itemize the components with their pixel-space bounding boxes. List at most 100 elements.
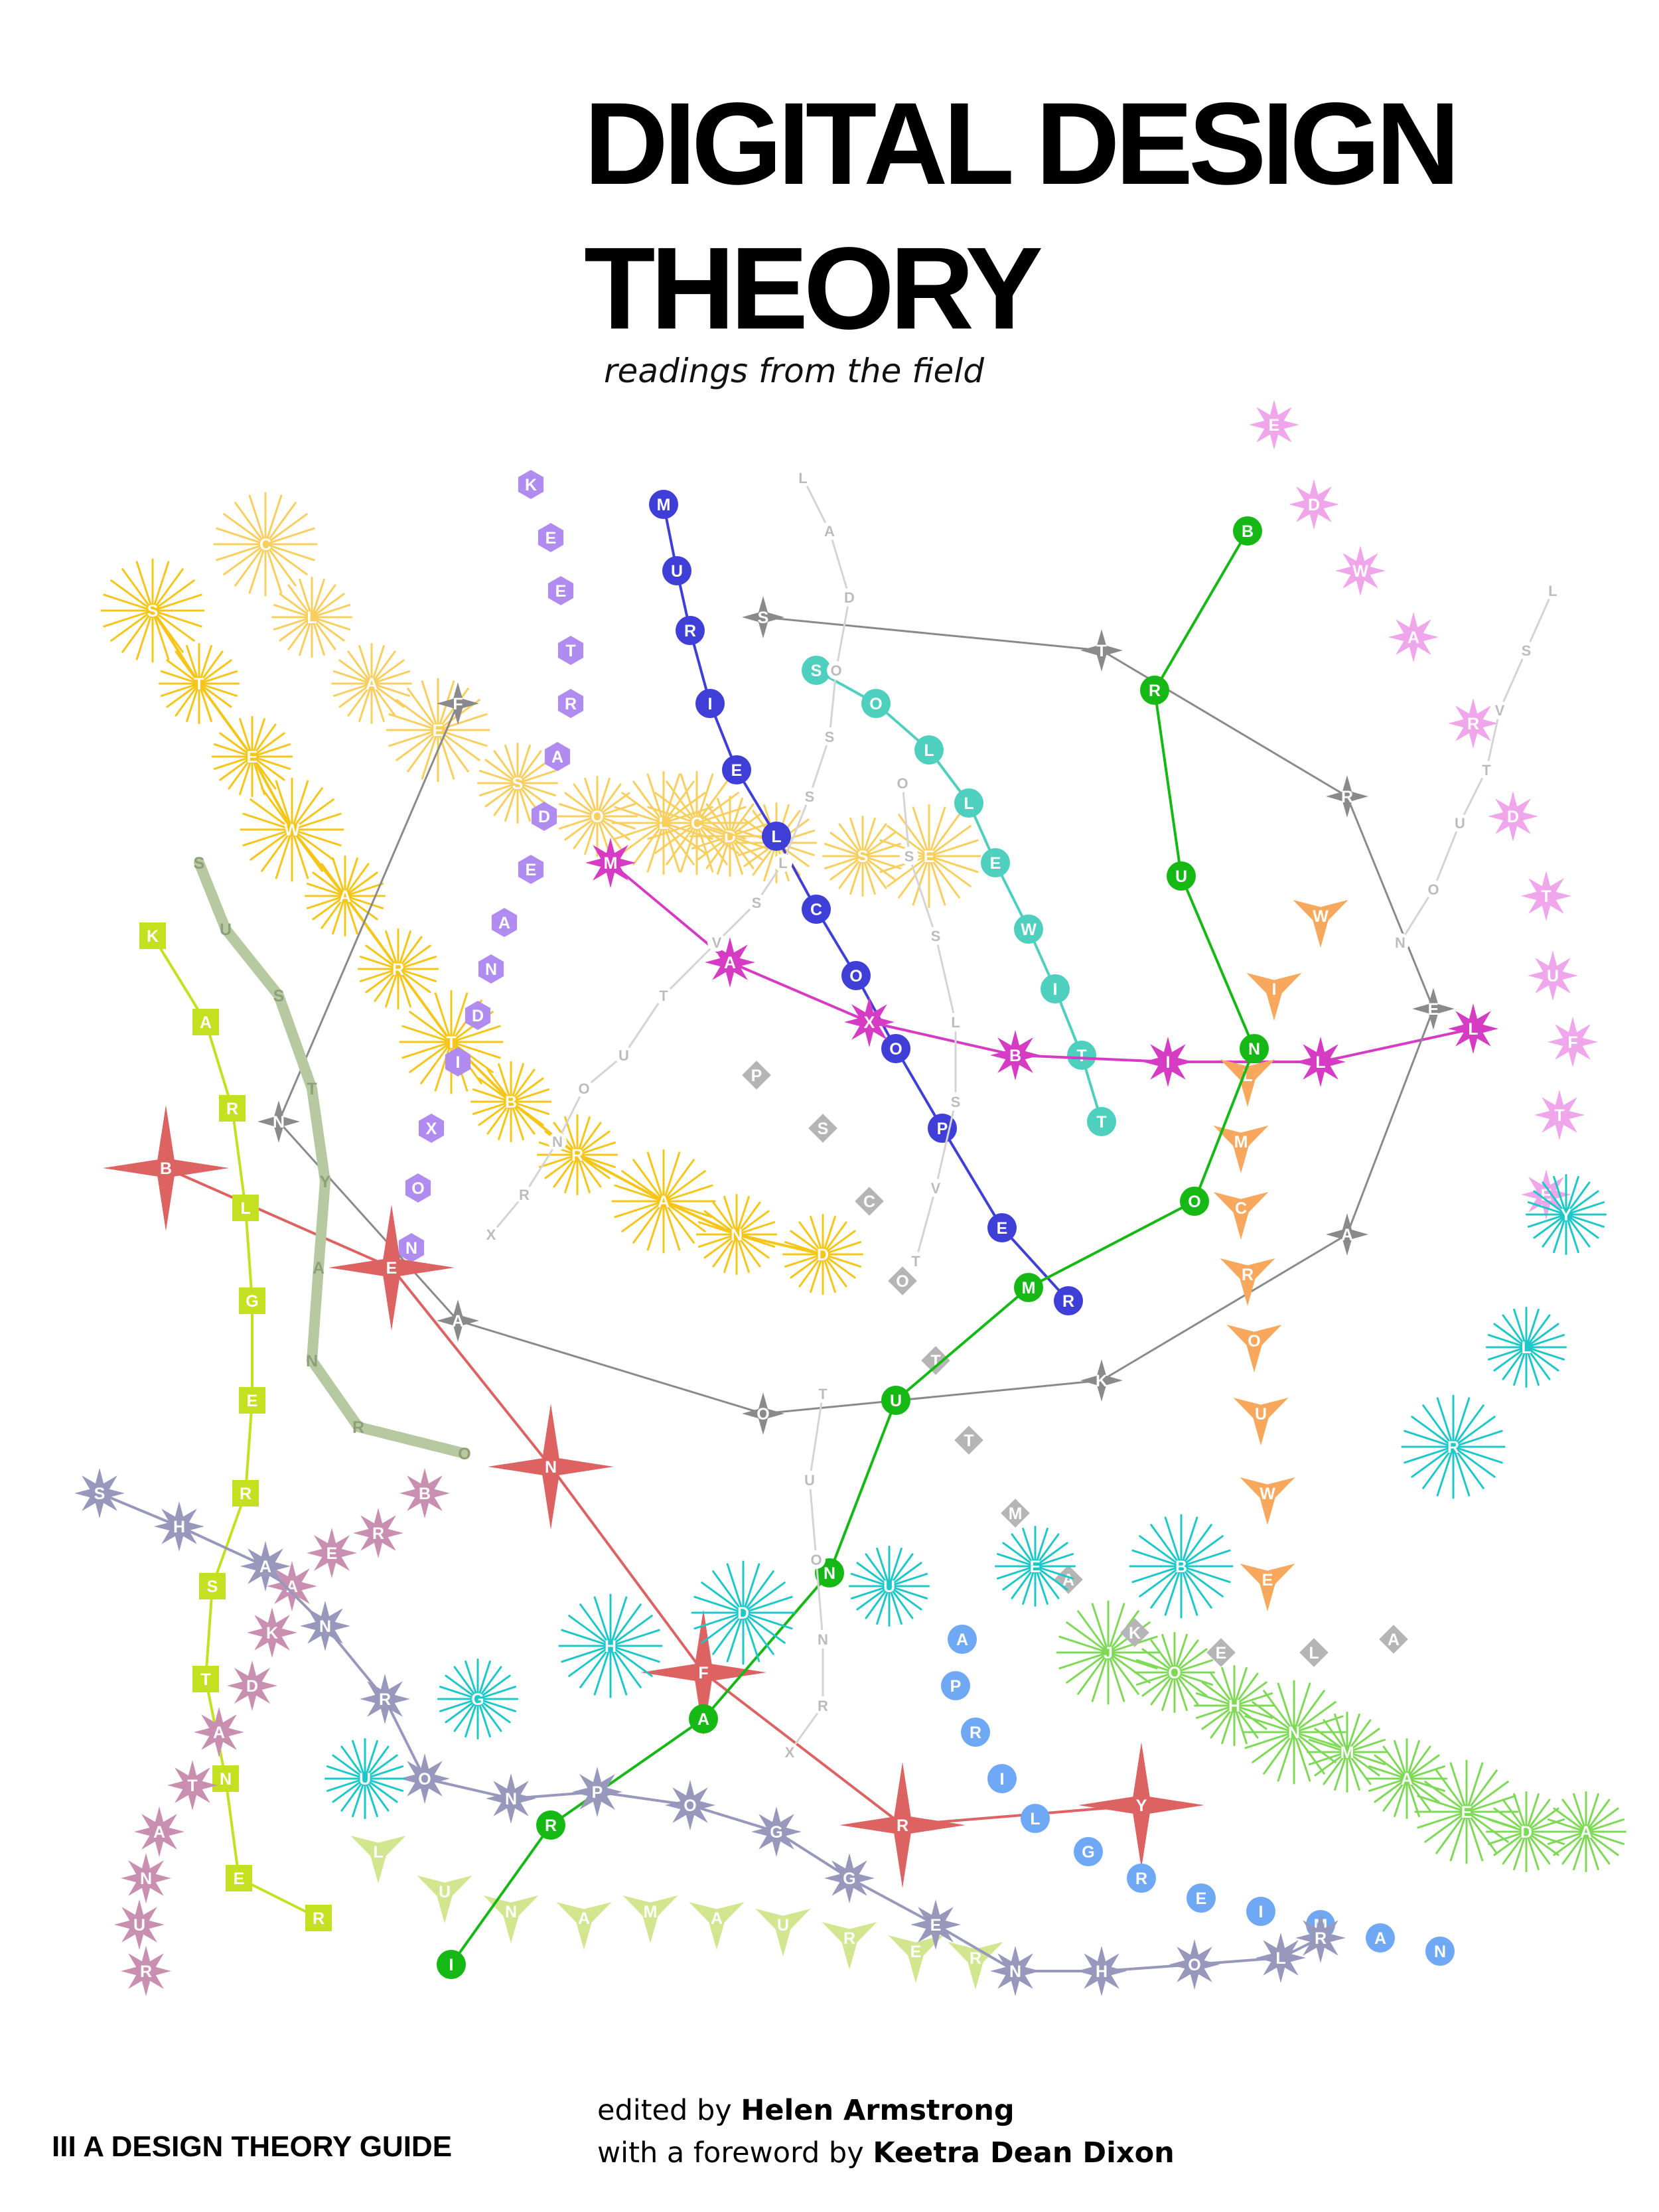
constellation-node: N (1240, 1034, 1269, 1063)
constellation-node: T (1521, 871, 1571, 921)
constellation-node: R (352, 1418, 364, 1437)
constellation-letter: D (1308, 496, 1320, 514)
trail-letter: V (712, 934, 722, 951)
constellation-letter: E (1428, 1000, 1439, 1019)
constellation-node: O (841, 961, 871, 990)
constellation-letter: A (498, 914, 510, 932)
constellation-letter: N (1434, 1943, 1446, 1961)
foreword-by-text: with a foreword by (597, 2136, 864, 2170)
constellation-letter: P (950, 1677, 962, 1696)
constellation-letter: E (924, 848, 935, 866)
constellation-node: A (689, 1902, 745, 1950)
constellation-letter: R (313, 1909, 325, 1928)
constellation-stewart-kaplan: S T R E A K O A N F (257, 596, 1455, 1435)
constellation-node: E (910, 1899, 961, 1950)
constellation-node: Y (1078, 1742, 1204, 1868)
constellation-letter: K (525, 476, 537, 494)
constellation-letter: O (684, 1797, 696, 1815)
constellation-letter: R (571, 1146, 583, 1165)
trail-letter: U (1455, 815, 1465, 832)
constellation-node: D (782, 1214, 863, 1295)
constellation-node: F (640, 1609, 766, 1735)
constellation-node: S (100, 558, 205, 663)
constellation-letter: I (456, 1053, 461, 1072)
constellation-node: L (1486, 1307, 1567, 1388)
constellation-letter: L (1275, 1949, 1285, 1968)
constellation-node: X (418, 1114, 445, 1143)
constellation-letter: O (458, 1445, 470, 1463)
constellation-node: H (1194, 1665, 1275, 1746)
constellation-node: E (307, 1528, 357, 1578)
constellation-node: R (1295, 1913, 1346, 1963)
constellation-node: E (722, 755, 751, 784)
trail-letter: S (1522, 642, 1532, 659)
constellation-node: K (139, 922, 166, 949)
constellation-letter: R (1341, 788, 1353, 806)
constellation-letter: B (160, 1159, 172, 1178)
constellation-letter: E (545, 529, 557, 548)
constellation-node: L (1256, 1933, 1306, 1983)
trail-letter: L (1548, 583, 1557, 599)
constellation-letter: E (326, 1544, 338, 1563)
constellation-node: M (1213, 1126, 1269, 1173)
constellation-letter: A (200, 1013, 212, 1032)
constellation-node: H (558, 1593, 663, 1698)
constellation-letter: N (1009, 1962, 1021, 1981)
constellation-node: T (1080, 629, 1123, 672)
constellation-letter: C (259, 536, 271, 554)
constellation-node: R (676, 616, 705, 645)
faint-letter-trail: O S S L S V T (893, 774, 965, 1270)
constellation-letter: A (1401, 1770, 1413, 1789)
constellation-node: E (1521, 1169, 1571, 1220)
constellation-node: N (212, 1765, 239, 1792)
constellation-node: H (154, 1501, 204, 1552)
trail-letter: X (785, 1744, 795, 1761)
constellation-letter: A (259, 1558, 271, 1576)
foreword-line: with a foreword by Keetra Dean Dixon (597, 2132, 1175, 2174)
constellation-letter: N (306, 1352, 318, 1370)
constellation-node: F (1548, 1017, 1598, 1067)
constellation-node: P (572, 1767, 622, 1817)
constellation-node: S (742, 596, 784, 638)
trail-letter: L (951, 1014, 960, 1031)
constellation-node: E (1240, 1564, 1295, 1611)
constellation-letter: W (284, 821, 300, 840)
constellation-node: U (1233, 1398, 1289, 1445)
constellation-node: R (1054, 1286, 1083, 1315)
constellation-letter: E (555, 582, 567, 601)
constellation-node: C (213, 492, 318, 597)
trail-letter: O (830, 662, 841, 679)
constellation-letter: C (1235, 1199, 1247, 1218)
constellation-letter: R (352, 1418, 364, 1437)
constellation-letter: T (1096, 1113, 1106, 1132)
trail-letter: N (818, 1631, 828, 1648)
constellation-letter: P (592, 1783, 603, 1802)
constellation-letter: E (433, 721, 444, 740)
constellation-node: M (1001, 1499, 1030, 1528)
constellation-node: T (307, 1080, 317, 1098)
constellation-letter: X (426, 1120, 437, 1138)
constellation-node: N (488, 1404, 614, 1530)
trail-letter: R (818, 1698, 828, 1714)
constellation-node: B (103, 1105, 229, 1231)
constellation-node: W (1014, 915, 1043, 944)
constellation-node: U (325, 1738, 405, 1819)
constellation-node: C (1213, 1192, 1269, 1240)
constellation-letter: S (857, 848, 869, 866)
constellation-april-greiman: A P R I L G R E I M A N (941, 1625, 1455, 1966)
constellation-letter: E (1461, 1803, 1473, 1822)
constellation-node: W (1335, 546, 1386, 596)
constellation-letter: E (930, 1916, 942, 1935)
constellation-letter: U (439, 1883, 451, 1901)
constellation-rune-madsen: E D W A R D T U F T E (1249, 400, 1598, 1220)
constellation-letter: A (724, 954, 736, 972)
constellation-node: H (1076, 1946, 1127, 1996)
title-line-2: THEORY (584, 224, 1043, 354)
constellation-node: G (824, 1853, 875, 1903)
constellation-letter: U (1255, 1405, 1267, 1424)
constellation-node: T (1534, 1090, 1585, 1140)
constellation-node: U (1167, 861, 1196, 891)
constellation-letter: L (771, 828, 781, 846)
constellation-letter: R (897, 1816, 908, 1835)
